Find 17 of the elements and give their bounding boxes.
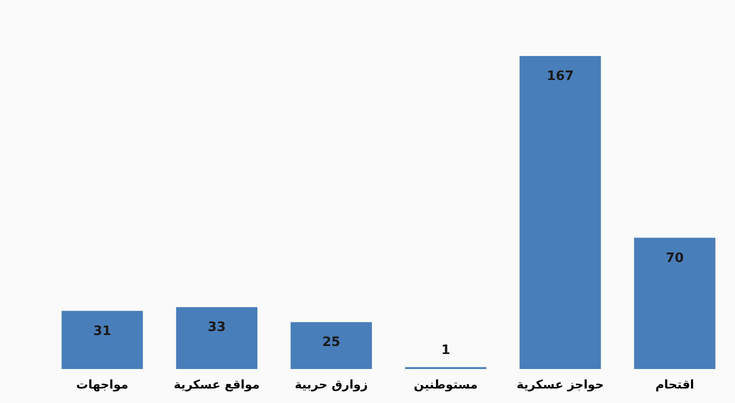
x-tick-label: مواجهات xyxy=(76,378,128,392)
bar xyxy=(520,56,601,369)
data-label: 33 xyxy=(208,320,226,336)
bar xyxy=(634,238,716,369)
bar xyxy=(62,310,143,369)
x-tick-label: حواجز عسكرية xyxy=(516,378,604,392)
x-tick-label: مستوطنين xyxy=(414,378,478,392)
data-label: 167 xyxy=(546,69,574,84)
x-tick-label: زوارق حربية xyxy=(294,378,368,392)
data-label: 25 xyxy=(322,335,340,350)
bar xyxy=(176,307,258,369)
x-tick-label: اقتحام xyxy=(655,378,694,392)
bar xyxy=(290,322,372,369)
data-label: 31 xyxy=(93,324,112,339)
x-tick-label: مواقع عسكرية xyxy=(174,378,260,392)
data-label: 70 xyxy=(666,250,684,266)
data-label: 1 xyxy=(441,343,450,358)
